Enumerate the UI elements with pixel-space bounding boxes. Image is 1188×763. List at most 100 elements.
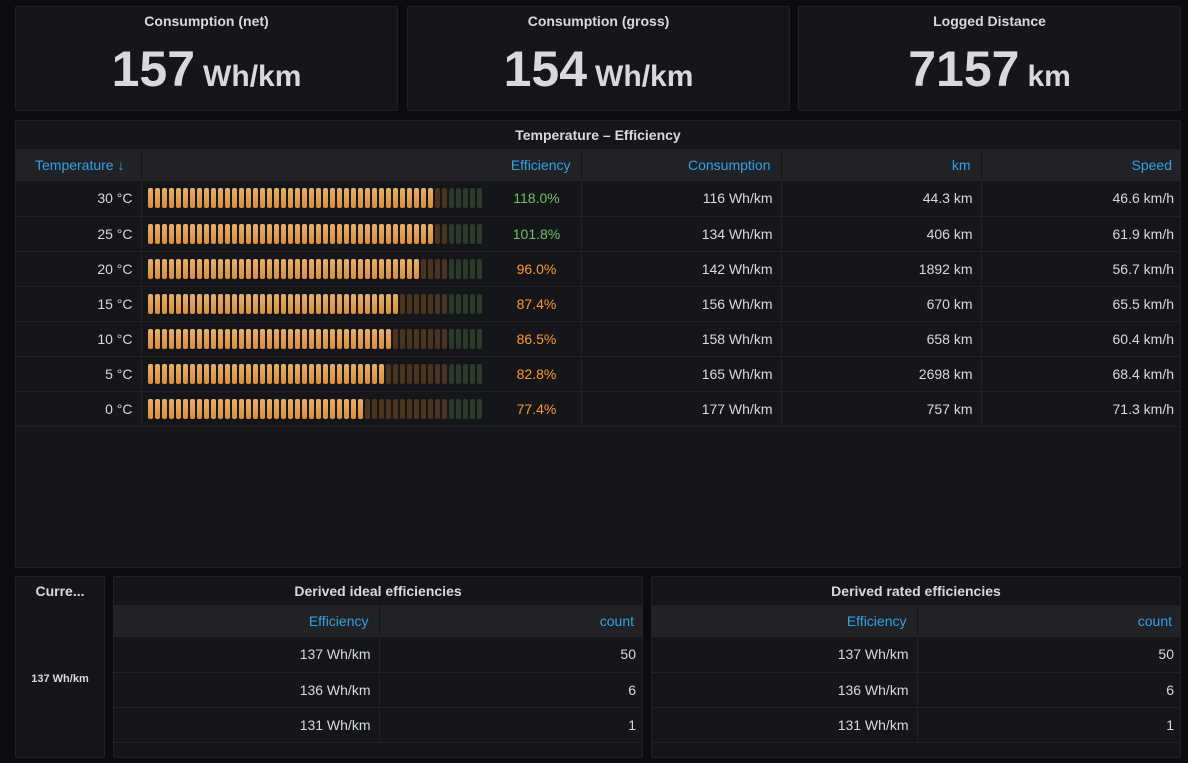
gauge-segment xyxy=(238,293,244,314)
gauge-segment xyxy=(462,188,468,209)
gauge-segment xyxy=(420,223,426,244)
gauge-segment xyxy=(280,223,286,244)
gauge-segment xyxy=(336,293,342,314)
gauge-segment xyxy=(266,258,272,279)
gauge-segment xyxy=(154,293,160,314)
column-header-km[interactable]: km xyxy=(781,149,982,181)
gauge-segment xyxy=(294,398,300,419)
gauge-segment xyxy=(343,398,349,419)
cell-efficiency: 101.8% xyxy=(141,216,582,252)
gauge-segment xyxy=(308,258,314,279)
gauge-segment xyxy=(308,223,314,244)
gauge-segment xyxy=(308,188,314,209)
gauge-segment xyxy=(245,223,251,244)
gauge-segment xyxy=(287,363,293,384)
cell-count: 50 xyxy=(379,637,642,673)
cell-count: 6 xyxy=(917,672,1180,708)
gauge-segment xyxy=(420,398,426,419)
cell-efficiency: 136 Wh/km xyxy=(114,672,380,708)
gauge-segment xyxy=(371,328,377,349)
column-header-count[interactable]: count xyxy=(379,605,642,637)
panel-title[interactable]: Curre... xyxy=(35,583,85,599)
gauge-segment xyxy=(196,398,202,419)
gauge-segment xyxy=(147,223,153,244)
gauge-segment xyxy=(301,293,307,314)
cell-efficiency: 87.4% xyxy=(141,286,582,322)
panel-title[interactable]: Derived ideal efficiencies xyxy=(294,583,462,599)
cell-count: 1 xyxy=(379,707,642,743)
panel-title[interactable]: Temperature – Efficiency xyxy=(515,127,681,143)
gauge-segment xyxy=(413,328,419,349)
cell-efficiency: 96.0% xyxy=(141,251,582,287)
efficiency-percent: 101.8% xyxy=(512,225,561,242)
gauge-segment xyxy=(315,363,321,384)
gauge-segment xyxy=(343,188,349,209)
table-header-row: Temperature ↓ Efficiency Consumption km … xyxy=(16,149,1180,181)
gauge-segment xyxy=(322,398,328,419)
temperature-efficiency-panel: Temperature – Efficiency Temperature ↓ E… xyxy=(15,120,1181,568)
cell-efficiency: 86.5% xyxy=(141,321,582,357)
gauge-segment xyxy=(378,258,384,279)
gauge-segment xyxy=(259,223,265,244)
panel-title[interactable]: Consumption (net) xyxy=(144,13,269,29)
gauge-segment xyxy=(266,328,272,349)
gauge-segment xyxy=(252,188,258,209)
gauge-segment xyxy=(434,293,440,314)
gauge-segment xyxy=(399,398,405,419)
gauge-segment xyxy=(336,223,342,244)
gauge-segment xyxy=(238,188,244,209)
panel-title[interactable]: Logged Distance xyxy=(933,13,1046,29)
gauge-segment xyxy=(378,188,384,209)
gauge-segment xyxy=(224,363,230,384)
gauge-segment xyxy=(210,188,216,209)
cell-consumption: 156 Wh/km xyxy=(581,286,782,322)
gauge-segment xyxy=(406,363,412,384)
column-header-efficiency[interactable]: Efficiency xyxy=(652,605,918,637)
gauge-segment xyxy=(203,328,209,349)
gauge-segment xyxy=(252,258,258,279)
gauge-segment xyxy=(343,363,349,384)
gauge-segment xyxy=(147,328,153,349)
gauge-segment xyxy=(322,293,328,314)
gauge-segment xyxy=(147,293,153,314)
gauge-segment xyxy=(413,223,419,244)
cell-speed: 46.6 km/h xyxy=(981,181,1180,217)
gauge-segment xyxy=(161,328,167,349)
gauge-segment xyxy=(371,398,377,419)
gauge-segment xyxy=(217,188,223,209)
gauge-segment xyxy=(301,258,307,279)
column-header-efficiency[interactable]: Efficiency xyxy=(114,605,380,637)
column-header-efficiency[interactable]: Efficiency xyxy=(141,149,582,181)
column-header-temperature[interactable]: Temperature ↓ xyxy=(16,149,142,181)
cell-temperature: 15 °C xyxy=(16,286,142,322)
gauge-segment xyxy=(252,363,258,384)
column-header-count[interactable]: count xyxy=(917,605,1180,637)
gauge-segment xyxy=(462,223,468,244)
gauge-segment xyxy=(168,363,174,384)
gauge-segment xyxy=(189,398,195,419)
cell-km: 406 km xyxy=(781,216,982,252)
gauge-segment xyxy=(175,363,181,384)
gauge-segment xyxy=(147,188,153,209)
gauge-segment xyxy=(182,328,188,349)
gauge-segment xyxy=(203,363,209,384)
gauge-segment xyxy=(336,398,342,419)
column-header-consumption[interactable]: Consumption xyxy=(581,149,782,181)
panel-title[interactable]: Derived rated efficiencies xyxy=(831,583,1001,599)
gauge-segment xyxy=(385,258,391,279)
gauge-segment xyxy=(322,328,328,349)
gauge-segment xyxy=(420,188,426,209)
gauge-segment xyxy=(210,328,216,349)
gauge-segment xyxy=(175,328,181,349)
efficiency-gauge xyxy=(147,293,482,314)
gauge-segment xyxy=(364,363,370,384)
column-header-speed[interactable]: Speed xyxy=(981,149,1180,181)
gauge-segment xyxy=(336,328,342,349)
gauge-segment xyxy=(413,293,419,314)
gauge-segment xyxy=(322,188,328,209)
gauge-segment xyxy=(245,188,251,209)
gauge-segment xyxy=(406,398,412,419)
panel-title[interactable]: Consumption (gross) xyxy=(527,13,670,29)
gauge-segment xyxy=(350,188,356,209)
cell-consumption: 177 Wh/km xyxy=(581,391,782,427)
